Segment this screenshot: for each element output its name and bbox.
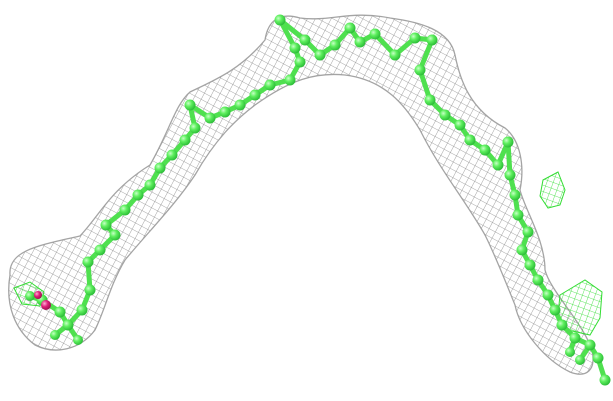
carbon-atom <box>294 56 306 68</box>
carbon-atom <box>264 79 276 91</box>
carbon-atom <box>274 14 286 26</box>
mesh-outline <box>8 14 594 375</box>
carbon-atom <box>524 259 536 271</box>
carbon-atom <box>25 291 35 301</box>
carbon-atom <box>542 289 554 301</box>
carbon-atom <box>166 149 178 161</box>
carbon-atom <box>584 339 596 351</box>
carbon-atom <box>62 319 74 331</box>
carbon-atom <box>314 49 326 61</box>
carbon-atom <box>219 106 231 118</box>
carbon-atom <box>479 144 491 156</box>
carbon-atom <box>344 22 356 34</box>
carbon-atom <box>76 304 88 316</box>
carbon-atom <box>492 159 504 171</box>
carbon-atom <box>504 169 516 181</box>
carbon-atom <box>369 28 381 40</box>
carbon-atom <box>426 34 438 46</box>
carbon-atom <box>234 99 246 111</box>
carbon-atom <box>289 42 301 54</box>
carbon-atom <box>54 306 66 318</box>
carbon-atom <box>94 244 106 256</box>
carbon-atom <box>329 39 341 51</box>
carbon-atom <box>556 319 568 331</box>
carbon-atom <box>502 136 514 148</box>
carbon-atom <box>184 99 196 111</box>
carbon-atom <box>592 352 604 364</box>
carbon-atom <box>509 189 521 201</box>
carbon-atom <box>522 226 534 238</box>
carbon-atom <box>565 347 575 357</box>
carbon-atom <box>516 244 528 256</box>
carbon-atom <box>249 89 261 101</box>
carbon-atom <box>414 64 426 76</box>
carbon-atom <box>179 134 191 146</box>
carbon-atom <box>439 109 451 121</box>
carbon-atom <box>512 209 524 221</box>
carbon-atom <box>73 335 83 345</box>
carbon-atom <box>424 94 436 106</box>
difference-mesh-upper <box>539 171 566 209</box>
carbon-atom <box>389 49 401 61</box>
carbon-atom <box>549 304 561 316</box>
carbon-atom <box>284 74 296 86</box>
carbon-atom <box>575 355 585 365</box>
carbon-atom <box>464 134 476 146</box>
carbon-atom <box>132 189 144 201</box>
carbon-atom <box>84 284 96 296</box>
carbon-atom <box>82 256 94 268</box>
carbon-atom <box>204 112 216 124</box>
carbon-atom <box>409 32 421 44</box>
carbon-atom <box>569 332 581 344</box>
carbon-atom <box>109 229 121 241</box>
bond <box>505 139 513 178</box>
carbon-atom <box>50 330 60 340</box>
carbon-atom <box>299 34 311 46</box>
oxygen-atom <box>41 300 51 310</box>
density-mesh <box>8 14 594 375</box>
carbon-atom <box>532 274 544 286</box>
carbon-atom <box>189 122 201 134</box>
molecule-atoms <box>25 14 611 386</box>
carbon-atom <box>144 179 156 191</box>
carbon-atom <box>100 219 112 231</box>
carbon-atom <box>599 374 611 386</box>
carbon-atom <box>454 119 466 131</box>
oxygen-atom <box>34 291 42 299</box>
carbon-atom <box>119 204 131 216</box>
carbon-atom <box>354 36 366 48</box>
carbon-atom <box>154 162 166 174</box>
